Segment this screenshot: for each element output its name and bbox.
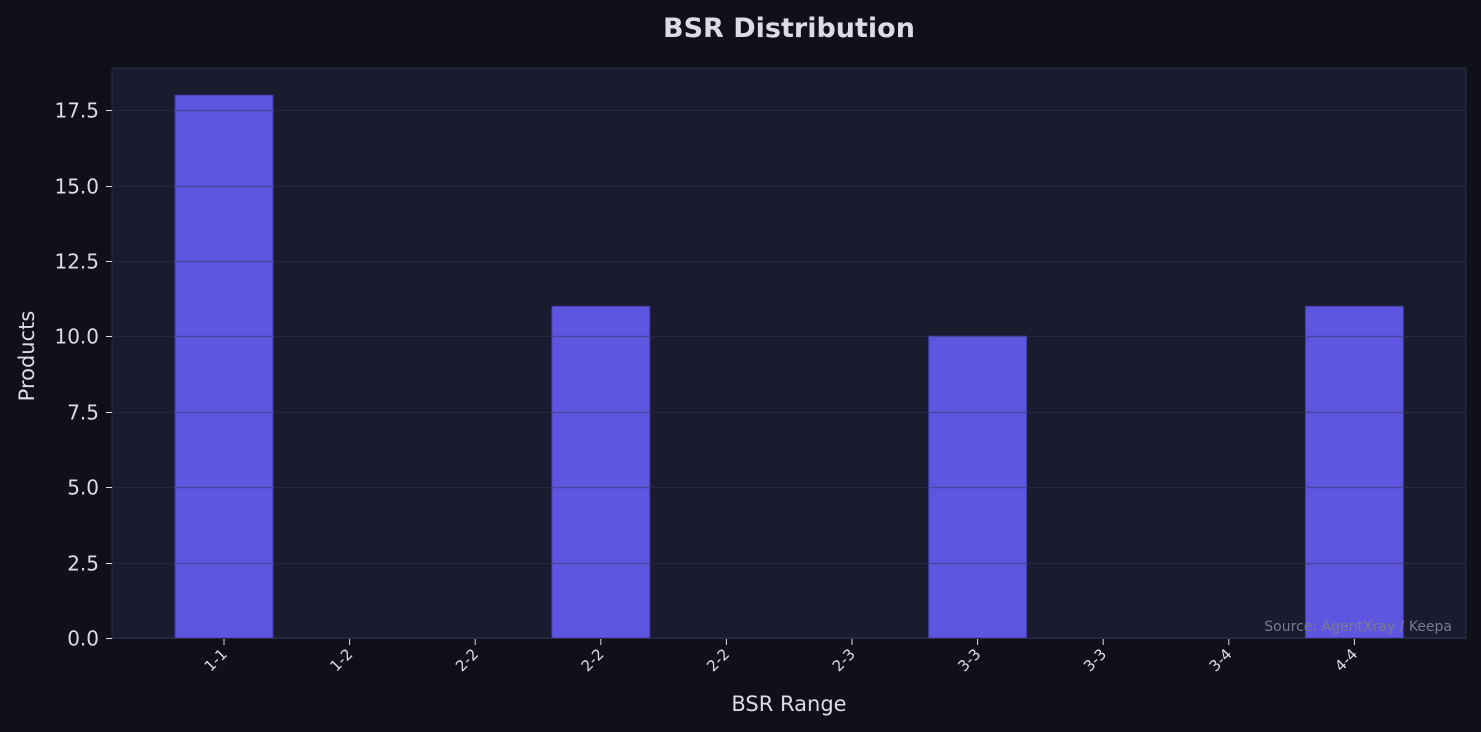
source-note: Source: AgentXray / Keepa [1264, 619, 1452, 635]
y-axis-ticks: 0.0 2.5 5.0 7.5 10.0 12.5 15.0 17.5 [54, 99, 112, 651]
x-tick-label: 4-4 [1331, 645, 1361, 675]
y-tick-label: 0.0 [67, 627, 99, 651]
y-axis-label: Products [15, 311, 39, 402]
plot-area [111, 67, 1467, 639]
x-tick-label: 3-3 [1080, 645, 1110, 675]
bar [1304, 305, 1404, 639]
x-tick-label: 2-2 [452, 645, 482, 675]
chart-title: BSR Distribution [663, 13, 915, 44]
x-tick-label: 2-2 [578, 645, 608, 675]
bar-gridline-overlay [175, 109, 1404, 565]
y-tick-label: 2.5 [67, 552, 99, 576]
grid-lines [112, 110, 1466, 564]
x-tick-label: 1-1 [201, 645, 231, 675]
y-tick-label: 15.0 [54, 175, 99, 199]
x-tick-label: 3-3 [954, 645, 984, 675]
y-tick-label: 12.5 [54, 250, 99, 274]
y-tick-label: 10.0 [54, 325, 99, 349]
y-tick-label: 5.0 [67, 476, 99, 500]
x-tick-label: 2-3 [829, 645, 859, 675]
x-tick-label: 3-4 [1206, 645, 1236, 675]
x-tick-label: 1-2 [326, 645, 356, 675]
y-tick-label: 7.5 [67, 401, 99, 425]
x-tick-label: 2-2 [703, 645, 733, 675]
bar [551, 305, 651, 639]
bars [174, 94, 1404, 639]
x-axis-label: BSR Range [731, 692, 846, 716]
bar [174, 94, 274, 639]
y-tick-label: 17.5 [54, 99, 99, 123]
x-axis-ticks: 1-1 1-2 2-2 2-2 2-2 2-3 3-3 3-3 3-4 4-4 [201, 638, 1361, 675]
